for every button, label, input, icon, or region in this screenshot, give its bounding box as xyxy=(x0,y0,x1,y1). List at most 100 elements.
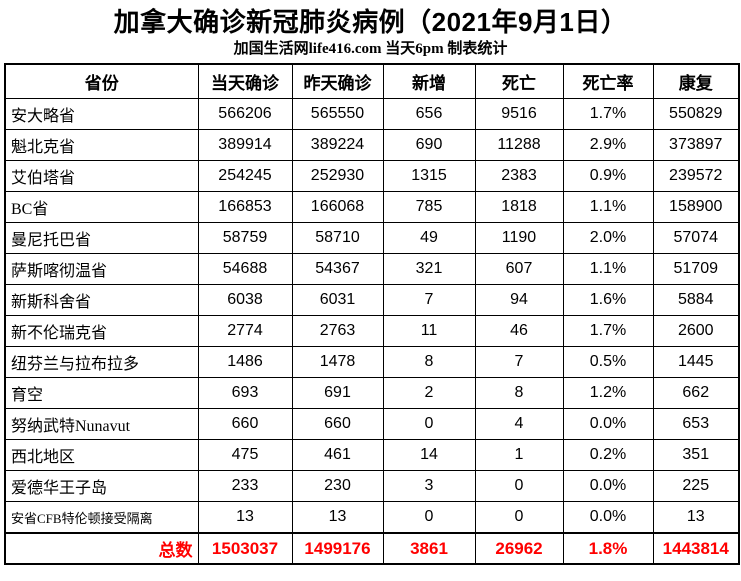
death-rate-cell: 1.1% xyxy=(562,191,654,223)
new-cell: 690 xyxy=(382,129,476,161)
province-cell: 安省CFB特伦顿接受隔离 xyxy=(4,501,199,534)
province-cell: 西北地区 xyxy=(4,439,199,471)
table-row: BC省 166853 166068 785 1818 1.1% 158900 xyxy=(4,191,740,223)
total-death-rate: 1.8% xyxy=(562,532,654,565)
recovered-cell: 239572 xyxy=(652,160,740,192)
deaths-cell: 46 xyxy=(474,315,564,347)
total-recovered: 1443814 xyxy=(652,532,740,565)
new-cell: 2 xyxy=(382,377,476,409)
total-yesterday: 1499176 xyxy=(291,532,384,565)
table-row: 安大略省 566206 565550 656 9516 1.7% 550829 xyxy=(4,98,740,130)
new-cell: 3 xyxy=(382,470,476,502)
new-cell: 1315 xyxy=(382,160,476,192)
yesterday-cell: 6031 xyxy=(291,284,384,316)
deaths-cell: 8 xyxy=(474,377,564,409)
yesterday-cell: 13 xyxy=(291,501,384,534)
deaths-cell: 2383 xyxy=(474,160,564,192)
new-cell: 14 xyxy=(382,439,476,471)
new-cell: 785 xyxy=(382,191,476,223)
new-cell: 0 xyxy=(382,408,476,440)
yesterday-cell: 166068 xyxy=(291,191,384,223)
death-rate-cell: 0.5% xyxy=(562,346,654,378)
deaths-cell: 0 xyxy=(474,470,564,502)
death-rate-cell: 0.9% xyxy=(562,160,654,192)
table-row: 爱德华王子岛 233 230 3 0 0.0% 225 xyxy=(4,470,740,502)
table-row: 纽芬兰与拉布拉多 1486 1478 8 7 0.5% 1445 xyxy=(4,346,740,378)
deaths-cell: 7 xyxy=(474,346,564,378)
deaths-cell: 9516 xyxy=(474,98,564,130)
death-rate-cell: 1.7% xyxy=(562,98,654,130)
column-header-yesterday: 昨天确诊 xyxy=(291,63,384,99)
page-title: 加拿大确诊新冠肺炎病例（2021年9月1日） xyxy=(113,7,628,37)
today-cell: 166853 xyxy=(197,191,293,223)
today-cell: 389914 xyxy=(197,129,293,161)
today-cell: 233 xyxy=(197,470,293,502)
yesterday-cell: 230 xyxy=(291,470,384,502)
table-row: 曼尼托巴省 58759 58710 49 1190 2.0% 57074 xyxy=(4,222,740,254)
page-subtitle: 加国生活网life416.com 当天6pm 制表统计 xyxy=(233,41,508,57)
today-cell: 254245 xyxy=(197,160,293,192)
table-header-row: 省份 当天确诊 昨天确诊 新增 死亡 死亡率 康复 xyxy=(4,63,740,99)
recovered-cell: 5884 xyxy=(652,284,740,316)
yesterday-cell: 461 xyxy=(291,439,384,471)
death-rate-cell: 0.2% xyxy=(562,439,654,471)
column-header-rate: 死亡率 xyxy=(562,63,654,99)
new-cell: 0 xyxy=(382,501,476,534)
death-rate-cell: 0.0% xyxy=(562,501,654,534)
deaths-cell: 94 xyxy=(474,284,564,316)
recovered-cell: 2600 xyxy=(652,315,740,347)
recovered-cell: 351 xyxy=(652,439,740,471)
today-cell: 54688 xyxy=(197,253,293,285)
deaths-cell: 607 xyxy=(474,253,564,285)
table-row: 新不伦瑞克省 2774 2763 11 46 1.7% 2600 xyxy=(4,315,740,347)
today-cell: 6038 xyxy=(197,284,293,316)
new-cell: 321 xyxy=(382,253,476,285)
deaths-cell: 1190 xyxy=(474,222,564,254)
column-header-recovered: 康复 xyxy=(652,63,740,99)
yesterday-cell: 58710 xyxy=(291,222,384,254)
province-cell: BC省 xyxy=(4,191,199,223)
yesterday-cell: 565550 xyxy=(291,98,384,130)
province-cell: 育空 xyxy=(4,377,199,409)
province-cell: 曼尼托巴省 xyxy=(4,222,199,254)
province-cell: 爱德华王子岛 xyxy=(4,470,199,502)
deaths-cell: 0 xyxy=(474,501,564,534)
death-rate-cell: 0.0% xyxy=(562,408,654,440)
today-cell: 475 xyxy=(197,439,293,471)
today-cell: 566206 xyxy=(197,98,293,130)
column-header-today: 当天确诊 xyxy=(197,63,293,99)
province-cell: 魁北克省 xyxy=(4,129,199,161)
yesterday-cell: 2763 xyxy=(291,315,384,347)
total-deaths: 26962 xyxy=(474,532,564,565)
yesterday-cell: 660 xyxy=(291,408,384,440)
yesterday-cell: 1478 xyxy=(291,346,384,378)
province-cell: 纽芬兰与拉布拉多 xyxy=(4,346,199,378)
new-cell: 11 xyxy=(382,315,476,347)
table-row: 魁北克省 389914 389224 690 11288 2.9% 373897 xyxy=(4,129,740,161)
recovered-cell: 225 xyxy=(652,470,740,502)
table-row: 安省CFB特伦顿接受隔离 13 13 0 0 0.0% 13 xyxy=(4,501,740,534)
today-cell: 1486 xyxy=(197,346,293,378)
recovered-cell: 13 xyxy=(652,501,740,534)
yesterday-cell: 252930 xyxy=(291,160,384,192)
recovered-cell: 373897 xyxy=(652,129,740,161)
yesterday-cell: 389224 xyxy=(291,129,384,161)
province-cell: 新不伦瑞克省 xyxy=(4,315,199,347)
covid-stats-table: 省份 当天确诊 昨天确诊 新增 死亡 死亡率 康复 安大略省 566206 5655… xyxy=(4,63,740,565)
new-cell: 7 xyxy=(382,284,476,316)
deaths-cell: 11288 xyxy=(474,129,564,161)
new-cell: 656 xyxy=(382,98,476,130)
deaths-cell: 4 xyxy=(474,408,564,440)
table-row: 西北地区 475 461 14 1 0.2% 351 xyxy=(4,439,740,471)
table-body: 安大略省 566206 565550 656 9516 1.7% 550829 魁北克省 389… xyxy=(4,98,740,534)
table-row: 育空 693 691 2 8 1.2% 662 xyxy=(4,377,740,409)
table-row: 努纳武特Nunavut 660 660 0 4 0.0% 653 xyxy=(4,408,740,440)
today-cell: 660 xyxy=(197,408,293,440)
today-cell: 58759 xyxy=(197,222,293,254)
province-cell: 萨斯喀彻温省 xyxy=(4,253,199,285)
province-cell: 努纳武特Nunavut xyxy=(4,408,199,440)
recovered-cell: 51709 xyxy=(652,253,740,285)
new-cell: 8 xyxy=(382,346,476,378)
column-header-new: 新增 xyxy=(382,63,476,99)
